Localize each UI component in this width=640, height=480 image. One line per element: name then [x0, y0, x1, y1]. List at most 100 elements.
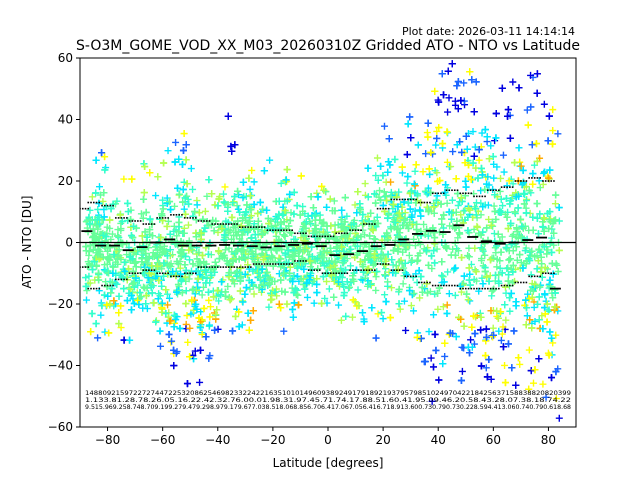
scatter-point [181, 252, 189, 260]
scatter-point [300, 280, 308, 288]
scatter-point [164, 301, 172, 309]
scatter-point [247, 316, 255, 324]
scatter-point [524, 290, 532, 298]
scatter-point [175, 190, 183, 198]
scatter-point [181, 210, 189, 218]
scatter-point [439, 273, 447, 281]
scatter-point [430, 203, 438, 211]
scatter-point [187, 310, 195, 318]
scatter-point [553, 261, 561, 269]
scatter-point [371, 190, 379, 198]
scatter-point [89, 266, 97, 274]
scatter-point [413, 333, 421, 341]
scatter-point [395, 300, 403, 308]
scatter-point [248, 247, 256, 255]
scatter-point [290, 210, 298, 218]
scatter-point [482, 337, 490, 345]
scatter-point [378, 309, 386, 317]
scatter-point [465, 244, 473, 252]
scatter-point [445, 290, 453, 298]
scatter-point [204, 250, 212, 258]
scatter-point [349, 296, 357, 304]
scatter-point [504, 264, 512, 272]
scatter-point [483, 224, 491, 232]
scatter-point [527, 103, 535, 111]
scatter-point [308, 243, 316, 251]
scatter-point [348, 313, 356, 321]
scatter-point [443, 199, 451, 207]
scatter-point [499, 343, 507, 351]
scatter-point [199, 273, 207, 281]
scatter-point [493, 163, 501, 171]
scatter-point [460, 79, 468, 87]
scatter-point [413, 190, 421, 198]
scatter-point [326, 244, 334, 252]
scatter-point [380, 188, 388, 196]
scatter-point [221, 183, 229, 191]
scatter-point [134, 296, 142, 304]
scatter-point [454, 247, 462, 255]
scatter-point [399, 280, 407, 288]
scatter-point [146, 169, 154, 177]
scatter-point [543, 318, 551, 326]
scatter-point [477, 187, 485, 195]
scatter-point [415, 238, 423, 246]
scatter-point [485, 215, 493, 223]
scatter-point [390, 246, 398, 254]
scatter-point [215, 297, 223, 305]
scatter-point [235, 323, 243, 331]
scatter-point [387, 225, 395, 233]
scatter-point [109, 263, 117, 271]
scatter-point [386, 314, 394, 322]
scatter-point [539, 380, 547, 388]
scatter-point [139, 242, 147, 250]
scatter-point [457, 377, 465, 385]
scatter-point [374, 176, 382, 184]
scatter-point [353, 209, 361, 217]
scatter-point [466, 349, 474, 357]
scatter-point [294, 291, 302, 299]
scatter-point [430, 247, 438, 255]
scatter-point [318, 300, 326, 308]
scatter-point [410, 180, 418, 188]
scatter-point [506, 200, 514, 208]
scatter-point [221, 199, 229, 207]
scatter-point [520, 190, 528, 198]
scatter-point [545, 351, 553, 359]
scatter-point [189, 185, 197, 193]
scatter-point [483, 180, 491, 188]
scatter-point [472, 211, 480, 219]
scatter-point [492, 109, 500, 117]
scatter-point [446, 329, 454, 337]
scatter-point [293, 273, 301, 281]
scatter-point [239, 178, 247, 186]
scatter-point [107, 235, 115, 243]
scatter-point [513, 256, 521, 264]
scatter-point [407, 134, 415, 142]
scatter-point [141, 228, 149, 236]
scatter-point [99, 253, 107, 261]
scatter-point [431, 87, 439, 95]
scatter-point [529, 379, 537, 387]
scatter-point [396, 305, 404, 313]
scatter-point [477, 313, 485, 321]
scatter-point [188, 296, 196, 304]
scatter-point [440, 224, 448, 232]
scatter-point [337, 316, 345, 324]
scatter-point [512, 298, 520, 306]
scatter-point [186, 353, 194, 361]
scatter-point [534, 300, 542, 308]
scatter-point [479, 245, 487, 253]
scatter-point [446, 222, 454, 230]
scatter-point [275, 197, 283, 205]
scatter-point [166, 230, 174, 238]
scatter-point [361, 274, 369, 282]
scatter-point [444, 108, 452, 116]
scatter-point [127, 291, 135, 299]
scatter-point [439, 140, 447, 148]
scatter-point [238, 231, 246, 239]
scatter-point [527, 367, 535, 375]
scatter-point [127, 216, 135, 224]
scatter-point [460, 272, 468, 280]
scatter-point [156, 240, 164, 248]
